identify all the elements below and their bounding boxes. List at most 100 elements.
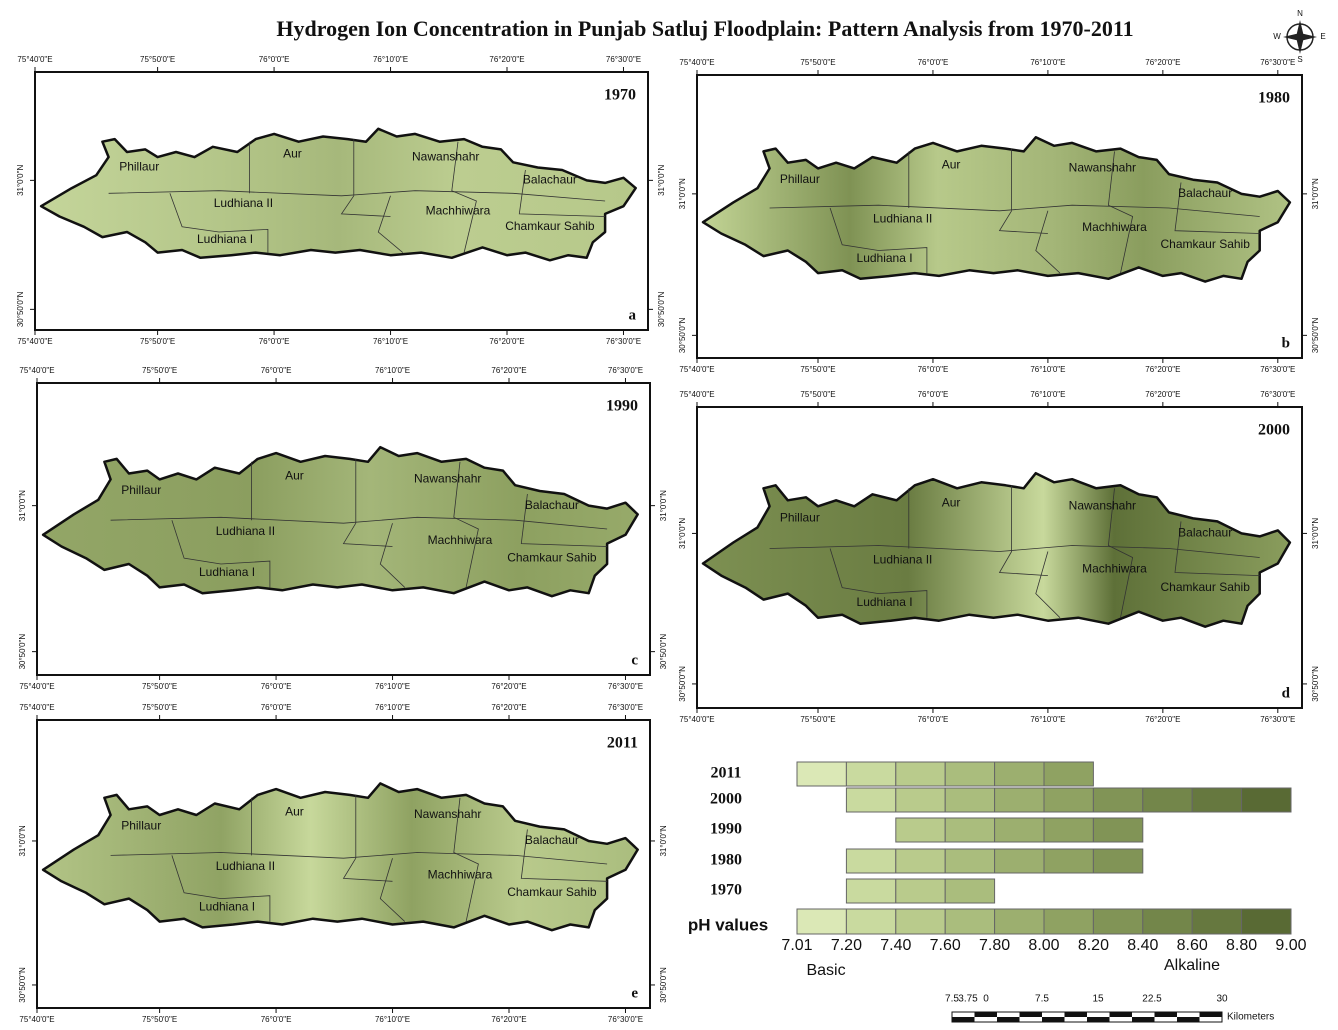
region-border	[453, 461, 479, 588]
region-border	[169, 193, 269, 253]
panel-year: 2000	[1258, 422, 1290, 439]
legend-box	[1043, 817, 1094, 843]
longitude-label: 76°20'0"E	[489, 55, 524, 64]
panel-letter: e	[631, 985, 638, 1001]
region-border	[769, 545, 1260, 558]
legend-box	[1092, 817, 1144, 843]
region-label: Ludhiana II	[216, 859, 275, 873]
map-panel: Phillaur Aur Nawanshahr Balachaur Ludhiana I…	[16, 55, 666, 346]
longitude-label: 75°40'0"E	[679, 715, 714, 724]
legend-box	[1092, 848, 1144, 874]
legend-swatch	[944, 908, 996, 935]
scale-segment	[1109, 1012, 1132, 1017]
longitude-label: 76°30'0"E	[608, 366, 643, 375]
region-label: Ludhiana I	[857, 251, 913, 265]
legend-year: 1980	[710, 852, 742, 869]
legend-box	[1241, 787, 1292, 813]
longitude-label: 76°30'0"E	[1260, 715, 1295, 724]
longitude-label: 76°30'0"E	[1260, 58, 1295, 67]
longitude-label: 76°10'0"E	[375, 1015, 410, 1024]
longitude-label: 75°50'0"E	[140, 337, 175, 346]
legend-box	[895, 787, 946, 813]
panel-year: 2011	[607, 735, 638, 752]
longitude-label: 76°0'0"E	[261, 1015, 292, 1024]
legend-year: 1970	[710, 882, 742, 899]
region-label: Ludhiana I	[197, 232, 253, 246]
latitude-label: 31°0'0"N	[16, 165, 25, 196]
region-label: Aur	[942, 495, 961, 509]
scale-segment	[1019, 1012, 1042, 1017]
scale-label: 30	[1216, 994, 1228, 1005]
legend-box	[895, 878, 946, 904]
compass-w: W	[1273, 32, 1281, 41]
latitude-label: 30°50'0"N	[657, 291, 666, 327]
legend-box	[994, 848, 1045, 874]
latitude-label: 30°50'0"N	[18, 967, 27, 1003]
latitude-label: 30°50'0"N	[1311, 317, 1320, 353]
region-label: Chamkaur Sahib	[1161, 237, 1251, 251]
region-border	[110, 516, 608, 530]
latitude-label: 31°0'0"N	[659, 490, 668, 521]
longitude-label: 76°20'0"E	[491, 703, 526, 712]
panel-year: 1990	[606, 398, 638, 415]
longitude-label: 76°20'0"E	[1145, 58, 1180, 67]
scale-unit: Kilometers	[1227, 1012, 1274, 1023]
region-border	[342, 857, 393, 882]
scale-segment	[997, 1017, 1020, 1022]
legend-swatch	[845, 908, 897, 935]
region-border	[110, 852, 608, 865]
latitude-label: 31°0'0"N	[18, 825, 27, 856]
legend-low: Basic	[806, 962, 845, 979]
longitude-label: 75°40'0"E	[19, 1015, 54, 1024]
longitude-label: 76°0'0"E	[261, 366, 292, 375]
longitude-label: 75°40'0"E	[679, 365, 714, 374]
legend-box	[1191, 787, 1243, 813]
scale-label: 3.75	[958, 994, 978, 1005]
longitude-label: 76°10'0"E	[1030, 365, 1065, 374]
region-border	[379, 858, 406, 922]
region-border	[171, 855, 271, 922]
legend-box	[1043, 787, 1094, 813]
legend-box	[944, 878, 996, 904]
region-border	[998, 551, 1048, 576]
longitude-label: 76°0'0"E	[918, 58, 949, 67]
legend-break: 8.80	[1226, 937, 1257, 954]
longitude-label: 76°10'0"E	[373, 55, 408, 64]
region-label: Phillaur	[780, 511, 820, 525]
legend-swatch	[994, 908, 1045, 935]
legend-box	[895, 817, 946, 843]
legend-box	[994, 761, 1045, 787]
latitude-label: 30°50'0"N	[18, 634, 27, 670]
longitude-label: 76°0'0"E	[259, 337, 290, 346]
scale-segment	[1132, 1017, 1155, 1022]
longitude-label: 76°30'0"E	[1260, 365, 1295, 374]
floodplain	[41, 782, 639, 932]
floodplain	[41, 445, 639, 598]
compass-e: E	[1320, 32, 1325, 41]
region-label: Aur	[285, 804, 304, 818]
compass: N S E W	[1273, 9, 1325, 64]
scale-segment	[952, 1017, 975, 1022]
legend-break: 7.20	[831, 937, 862, 954]
region-border	[340, 195, 391, 217]
scale-segment	[1154, 1012, 1177, 1017]
longitude-label: 76°20'0"E	[1145, 390, 1180, 399]
legend-box	[845, 848, 897, 874]
longitude-label: 76°30'0"E	[606, 55, 641, 64]
latitude-label: 30°50'0"N	[659, 967, 668, 1003]
region-border	[379, 523, 406, 588]
longitude-label: 76°20'0"E	[491, 366, 526, 375]
legend-box	[944, 787, 996, 813]
longitude-label: 76°0'0"E	[918, 365, 949, 374]
region-border	[769, 204, 1260, 217]
legend-box	[895, 761, 946, 787]
longitude-label: 76°10'0"E	[1030, 390, 1065, 399]
latitude-label: 30°50'0"N	[678, 317, 687, 353]
region-border	[829, 548, 928, 618]
legend-break: 7.80	[979, 937, 1010, 954]
scale-segment	[1042, 1017, 1065, 1022]
compass-s: S	[1297, 55, 1302, 64]
region-border	[1107, 151, 1134, 274]
region-label: Balachaur	[523, 173, 577, 187]
